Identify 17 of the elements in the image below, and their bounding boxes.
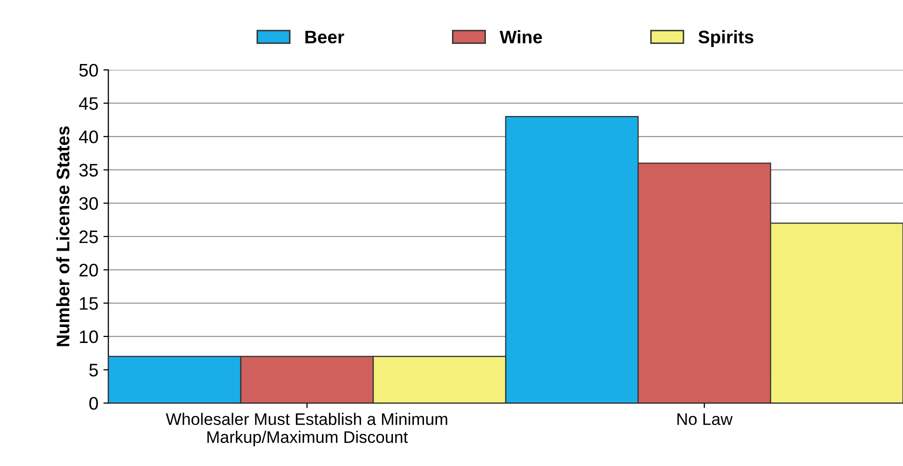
- y-tick-label: 10: [80, 330, 98, 344]
- y-tick-label: 5: [89, 364, 98, 376]
- x-tick-label: Wholesaler Must Establish a Minimum Markup/Maximum Discount: [166, 412, 448, 446]
- legend-label: Beer: [305, 30, 344, 44]
- y-tick-label: 40: [78, 130, 98, 144]
- y-axis-title: Number of License States: [56, 126, 70, 346]
- y-tick-label: 0: [89, 397, 98, 410]
- legend-label: Wine: [500, 30, 542, 44]
- y-tick-label: 20: [79, 264, 98, 277]
- y-tick-label: 15: [80, 297, 98, 310]
- y-tick-label: 25: [79, 230, 98, 244]
- legend-label: Spirits: [698, 30, 754, 47]
- y-tick-label: 45: [78, 97, 98, 110]
- y-tick-label: 30: [79, 197, 98, 210]
- x-tick-label: No Law: [677, 413, 733, 426]
- y-tick-label: 50: [79, 64, 98, 77]
- y-tick-label: 35: [79, 164, 98, 177]
